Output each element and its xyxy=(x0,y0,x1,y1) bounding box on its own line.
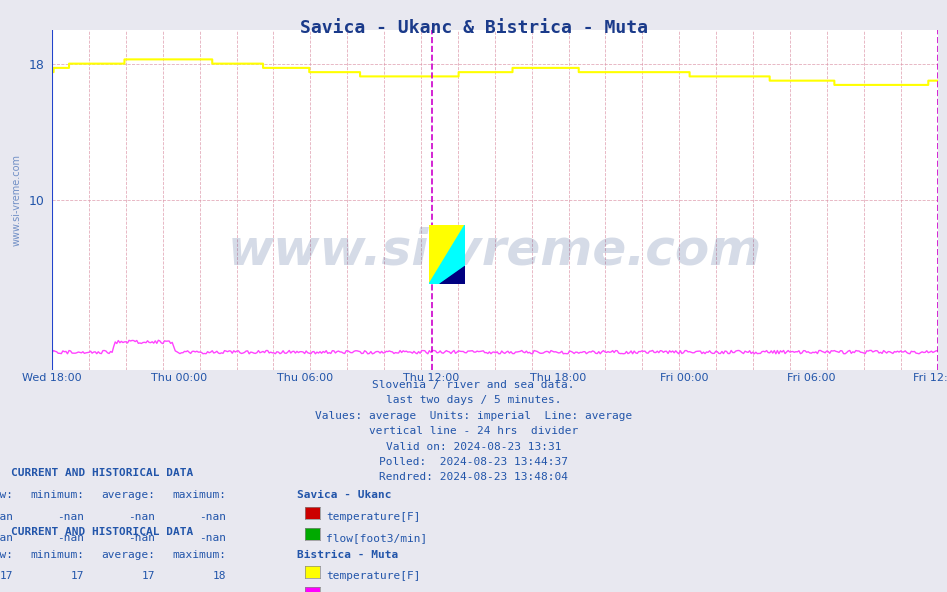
Text: 18: 18 xyxy=(213,571,226,581)
Text: Valid on: 2024-08-23 13:31: Valid on: 2024-08-23 13:31 xyxy=(385,442,562,452)
Text: last two days / 5 minutes.: last two days / 5 minutes. xyxy=(385,395,562,406)
Text: -nan: -nan xyxy=(57,533,84,543)
Text: Polled:  2024-08-23 13:44:37: Polled: 2024-08-23 13:44:37 xyxy=(379,457,568,467)
Text: -nan: -nan xyxy=(0,533,13,543)
Text: -nan: -nan xyxy=(57,511,84,522)
Text: maximum:: maximum: xyxy=(172,490,226,500)
Text: 17: 17 xyxy=(0,571,13,581)
Text: now:: now: xyxy=(0,490,13,500)
Text: Savica - Ukanc: Savica - Ukanc xyxy=(297,490,392,500)
Text: 17: 17 xyxy=(142,571,155,581)
Text: Bistrica - Muta: Bistrica - Muta xyxy=(297,549,399,559)
Text: Savica - Ukanc & Bistrica - Muta: Savica - Ukanc & Bistrica - Muta xyxy=(299,19,648,37)
Text: -nan: -nan xyxy=(0,511,13,522)
Text: vertical line - 24 hrs  divider: vertical line - 24 hrs divider xyxy=(369,426,578,436)
Text: CURRENT AND HISTORICAL DATA: CURRENT AND HISTORICAL DATA xyxy=(11,527,193,537)
Text: flow[foot3/min]: flow[foot3/min] xyxy=(326,533,427,543)
Text: 17: 17 xyxy=(71,571,84,581)
Text: -nan: -nan xyxy=(199,511,226,522)
Text: temperature[F]: temperature[F] xyxy=(326,511,420,522)
Text: Slovenia / river and sea data.: Slovenia / river and sea data. xyxy=(372,380,575,390)
Text: Rendred: 2024-08-23 13:48:04: Rendred: 2024-08-23 13:48:04 xyxy=(379,472,568,482)
Text: average:: average: xyxy=(101,490,155,500)
Text: www.si-vreme.com: www.si-vreme.com xyxy=(227,227,762,275)
Text: minimum:: minimum: xyxy=(30,549,84,559)
Text: -nan: -nan xyxy=(128,533,155,543)
Text: temperature[F]: temperature[F] xyxy=(326,571,420,581)
Text: Values: average  Units: imperial  Line: average: Values: average Units: imperial Line: av… xyxy=(314,411,633,421)
Text: www.si-vreme.com: www.si-vreme.com xyxy=(11,154,22,246)
Text: minimum:: minimum: xyxy=(30,490,84,500)
Text: CURRENT AND HISTORICAL DATA: CURRENT AND HISTORICAL DATA xyxy=(11,468,193,478)
Text: now:: now: xyxy=(0,549,13,559)
Polygon shape xyxy=(439,266,465,284)
Text: -nan: -nan xyxy=(199,533,226,543)
Polygon shape xyxy=(429,225,465,284)
Text: average:: average: xyxy=(101,549,155,559)
Text: maximum:: maximum: xyxy=(172,549,226,559)
Polygon shape xyxy=(429,225,465,284)
Text: -nan: -nan xyxy=(128,511,155,522)
